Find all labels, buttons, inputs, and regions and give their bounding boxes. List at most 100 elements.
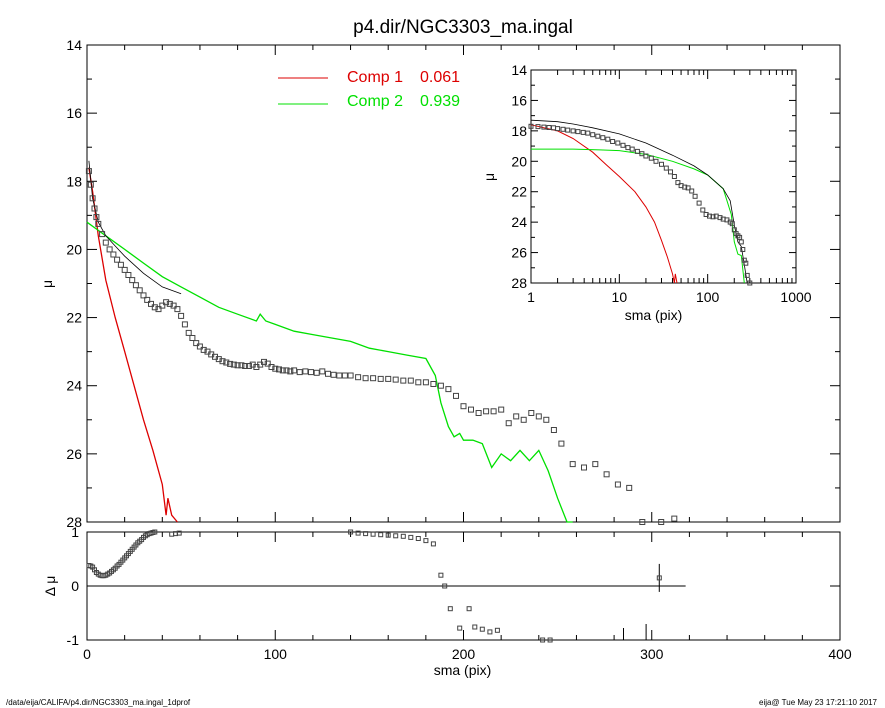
data-point [242,363,249,369]
data-point [174,306,181,313]
data-point [144,296,151,303]
data-point [581,464,587,471]
data-point [155,306,162,313]
data-point [313,369,320,376]
data-point [400,533,406,539]
data-point [152,529,158,535]
main-panel: 14 16 18 20 22 24 26 28 μ [39,37,841,530]
data-point [296,369,303,376]
data-point [580,129,586,135]
data-point [268,364,275,370]
data-point [457,625,463,631]
data-point [230,361,237,368]
x-tick-label: 1000 [780,289,811,305]
data-point [291,367,298,374]
data-point [378,532,384,538]
data-point [540,637,546,643]
data-point [377,375,384,382]
data-point [93,214,100,221]
x-tick-label: 400 [828,646,852,662]
data-point [466,606,472,612]
data-point [385,375,392,382]
data-point [692,193,698,199]
data-point [747,280,753,286]
data-point [272,365,279,372]
data-point [245,363,252,369]
data-point [121,266,128,273]
data-point [505,420,512,427]
data-point [595,133,601,139]
y-tick-label: 14 [511,62,527,78]
y-tick-label: 24 [511,214,527,230]
data-point [85,168,92,175]
data-point [319,368,326,375]
data-point [615,140,621,146]
data-point [87,181,94,188]
data-point [468,406,474,413]
data-point [547,637,553,643]
data-point [555,126,561,132]
data-point [605,136,611,142]
data-point [558,440,565,447]
data-point [430,541,436,547]
data-point [325,370,331,377]
data-point [682,184,688,190]
y-tick-label: -1 [67,632,80,648]
y-tick-label: 28 [66,514,82,530]
y-tick-label: 14 [66,37,82,53]
data-point [620,142,626,148]
data-point [223,359,230,366]
data-point [276,366,282,373]
inset-panel: 14 16 18 20 22 24 26 281 10 100 1000 sma (pix) μ [481,62,812,323]
data-point [261,358,267,365]
data-point [163,299,170,306]
data-point [370,375,377,382]
data-point [330,371,337,378]
legend: Comp 1 0.061 Comp 2 0.939 [278,69,460,110]
data-point [445,386,452,393]
data-point [438,572,444,578]
data-point [219,358,226,365]
series-comp-2-line [86,221,573,523]
data-point [487,629,493,635]
data-point [494,627,500,633]
data-point [148,300,154,307]
data-point [279,367,286,374]
data-point [176,530,182,536]
y-tick-label: 28 [511,275,527,291]
data-point [234,362,241,369]
y-axis-label: Δ μ [42,576,58,597]
y-tick-label: 20 [66,241,82,257]
data-point [99,231,106,238]
data-point [528,410,535,416]
data-point [415,536,421,541]
data-point [643,153,649,159]
x-tick-label: 300 [640,646,664,662]
data-point [740,247,746,252]
x-tick-label: 0 [83,646,91,662]
x-axis-label: sma (pix) [625,307,683,323]
y-tick-label: 20 [511,153,527,169]
data-point [178,312,185,319]
data-point [453,392,459,399]
legend-comp1-label: Comp 1 [347,69,403,86]
chart-title: p4.dir/NGC3303_ma.ingal [353,17,573,38]
data-point [513,413,520,420]
data-point [166,300,173,307]
data-point [659,161,664,167]
data-point [159,302,166,309]
data-point [117,261,124,268]
data-point [151,304,158,311]
data-point [648,155,654,161]
data-point [535,124,541,130]
y-tick-label: 1 [71,524,79,540]
data-point [114,256,121,263]
data-point [95,220,102,227]
y-tick-label: 22 [66,310,82,326]
data-point [653,158,659,164]
data-point [668,169,673,175]
y-tick-label: 16 [66,105,82,121]
data-point [447,606,453,612]
data-point [520,416,527,423]
